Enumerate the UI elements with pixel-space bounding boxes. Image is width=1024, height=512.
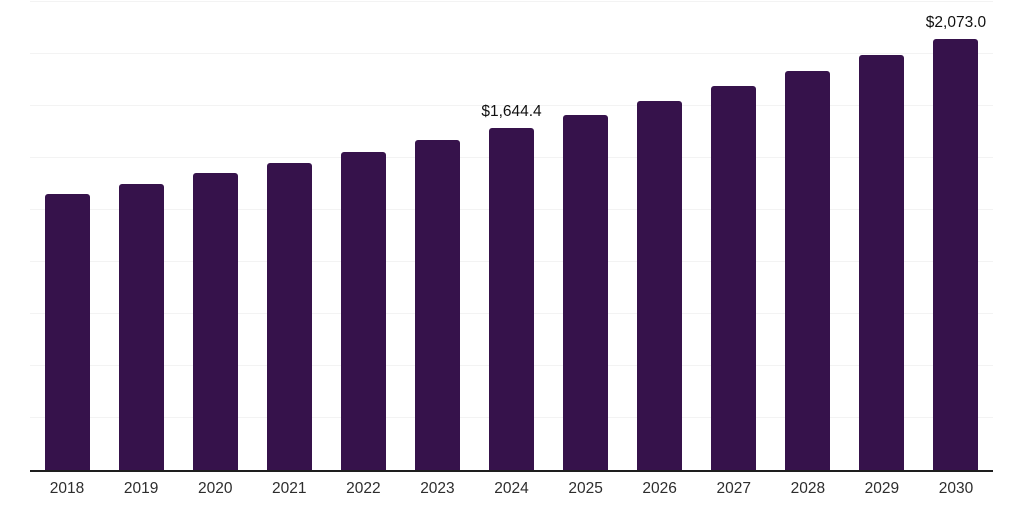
x-tick-label-2020: 2020 bbox=[197, 480, 233, 497]
bar-2025 bbox=[563, 114, 609, 470]
bar-2024 bbox=[489, 127, 534, 470]
bar-slot-2018 bbox=[30, 2, 104, 470]
x-tick-label-2026: 2026 bbox=[642, 480, 677, 497]
bar-slot-2020 bbox=[178, 2, 252, 470]
bar-2028 bbox=[785, 70, 831, 470]
bar-slot-2023 bbox=[400, 2, 474, 470]
x-tick-label-2025: 2025 bbox=[568, 480, 603, 497]
bar-2023 bbox=[414, 139, 460, 470]
x-tick-label-2027: 2027 bbox=[716, 480, 751, 497]
bar-2030 bbox=[933, 38, 979, 470]
bar-slot-2022 bbox=[326, 2, 400, 470]
bar-2027 bbox=[711, 86, 757, 470]
x-tick-label-2022: 2022 bbox=[346, 480, 381, 497]
data-label-2030: $2,073.0 bbox=[925, 13, 987, 31]
bar-2020 bbox=[192, 173, 238, 470]
bar-2018 bbox=[44, 193, 90, 470]
gridline bbox=[30, 105, 993, 106]
bar-slot-2019 bbox=[104, 2, 178, 470]
bar-slot-2026 bbox=[623, 2, 697, 470]
x-tick-label-2019: 2019 bbox=[123, 480, 159, 497]
bar-slot-2024: $1,644.4 bbox=[474, 2, 548, 470]
bar-slot-2029 bbox=[845, 2, 919, 470]
bar-2019 bbox=[118, 183, 164, 470]
bar-2021 bbox=[266, 162, 312, 470]
x-tick-label-2023: 2023 bbox=[420, 480, 455, 497]
bar-slot-2025 bbox=[549, 2, 623, 470]
gridline bbox=[30, 1, 993, 2]
x-axis-tick-labels: 2018 2019 2020 2021 2022 2023 2024 2025 2026 2027… bbox=[30, 480, 993, 498]
plot-area: $1,644.4 $2,073.0 bbox=[30, 1, 993, 472]
x-tick-label-2018: 2018 bbox=[49, 480, 85, 497]
bars-container: $1,644.4 $2,073.0 bbox=[30, 2, 993, 470]
x-tick-label-2024: 2024 bbox=[494, 480, 529, 497]
bar-slot-2028 bbox=[771, 2, 845, 470]
gridline bbox=[30, 53, 993, 54]
data-label-2024: $1,644.4 bbox=[481, 102, 542, 120]
x-tick-label-2029: 2029 bbox=[864, 480, 900, 497]
x-tick-label-2030: 2030 bbox=[938, 480, 974, 497]
bar-slot-2030: $2,073.0 bbox=[919, 2, 993, 470]
bar-2029 bbox=[859, 55, 905, 470]
x-tick-label-2021: 2021 bbox=[272, 480, 307, 497]
bar-slot-2027 bbox=[697, 2, 771, 470]
x-tick-label-2028: 2028 bbox=[790, 480, 826, 497]
bar-slot-2021 bbox=[252, 2, 326, 470]
bar-2022 bbox=[340, 151, 386, 470]
bar-2026 bbox=[637, 100, 683, 470]
